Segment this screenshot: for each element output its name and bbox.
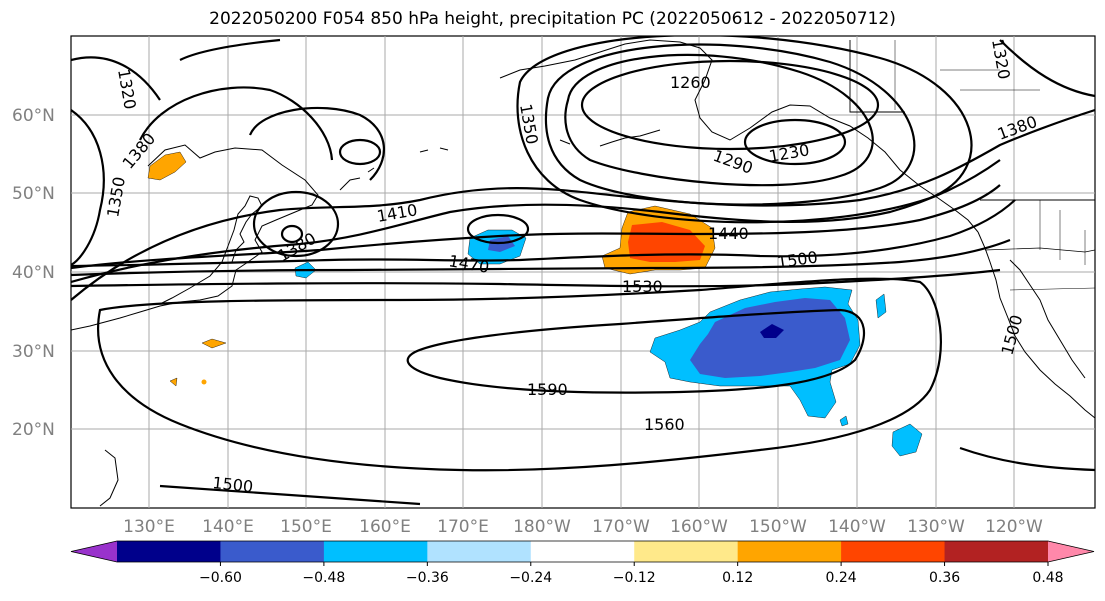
colorbar-tick-label: −0.12: [613, 570, 656, 586]
lat-label: 60°N: [12, 106, 55, 126]
lon-label: 170°E: [437, 517, 489, 537]
coastline-north-america: [977, 231, 1095, 419]
lon-label: 140°E: [202, 517, 254, 537]
lon-label: 150°W: [749, 517, 807, 537]
contour-1260: [580, 59, 880, 151]
colorbar-segment: [220, 541, 325, 562]
lat-label: 40°N: [12, 263, 55, 283]
lon-label: 130°W: [907, 517, 965, 537]
colorbar-segment: [634, 541, 739, 562]
lat-label: 30°N: [12, 342, 55, 362]
contour-label: 1560: [644, 415, 685, 434]
lat-label: 50°N: [12, 184, 55, 204]
contour-1410: [71, 159, 1001, 284]
precip-positive-core: [628, 222, 705, 262]
contour-1560: [97, 277, 942, 472]
colorbar-tick-label: −0.60: [199, 570, 242, 586]
contour-1590: [406, 308, 866, 394]
lon-label: 160°W: [670, 517, 728, 537]
colorbar-segment: [323, 541, 428, 562]
colorbar-outline: [70, 540, 1095, 563]
colorbar-tick-label: −0.48: [302, 570, 345, 586]
colorbar-segment: [944, 541, 1049, 562]
contour-1380: [71, 108, 1095, 301]
colorbar-segment: [530, 541, 635, 562]
colorbar-tick-label: −0.24: [509, 570, 552, 586]
contour-1230: [743, 118, 847, 166]
colorbar-extend-low: [71, 541, 117, 562]
precip-positive-small: [147, 151, 187, 181]
colorbar-segment: [427, 541, 532, 562]
contour-label: 1590: [527, 380, 568, 399]
lon-label: 160°E: [359, 517, 411, 537]
map-title: 2022050200 F054 850 hPa height, precipit…: [209, 9, 896, 29]
colorbar-tick-label: 0.36: [929, 570, 960, 586]
lon-label: 120°W: [985, 517, 1043, 537]
height-contours: [71, 36, 1095, 506]
colorbar-tick-label: 0.48: [1032, 570, 1063, 586]
contour-1380-low: [252, 190, 340, 258]
contour-label: 1530: [622, 277, 663, 296]
lon-label: 140°W: [828, 517, 886, 537]
latitude-labels: 60°N 50°N 40°N 30°N 20°N: [12, 106, 55, 440]
contour-label: 1500: [212, 473, 254, 496]
colorbar-extend-high: [1048, 541, 1094, 562]
lon-label: 130°E: [123, 517, 175, 537]
contour-1440: [71, 184, 1001, 270]
colorbar-segment: [117, 541, 221, 562]
coastline-japan: [159, 195, 263, 305]
coastline-asia: [71, 144, 319, 331]
lon-label: 180°W: [513, 517, 571, 537]
lat-label: 20°N: [12, 420, 55, 440]
colorbar-tick-label: 0.24: [826, 570, 857, 586]
lon-label: 170°W: [592, 517, 650, 537]
contour-1350-pac: [516, 36, 973, 224]
contour-1320: [544, 43, 916, 206]
contour-1500: [71, 238, 1011, 277]
colorbar-tick-label: 0.12: [722, 570, 753, 586]
contour-label: 1440: [708, 224, 749, 243]
contour-label: 1260: [670, 73, 711, 92]
colorbar-segment: [841, 541, 946, 562]
colorbar-tick-label: −0.36: [406, 570, 449, 586]
precip-shading: [147, 151, 923, 457]
longitude-labels: 130°E 140°E 150°E 160°E 170°E 180°W 170°…: [123, 517, 1043, 537]
contour-1470: [71, 199, 1016, 268]
colorbar: −0.60 −0.48 −0.36 −0.24 −0.12 0.12 0.24 0.36 0.4…: [70, 540, 1095, 586]
colorbar-segment: [737, 541, 842, 562]
contour-1500-south: [159, 446, 1095, 506]
coastlines: [71, 39, 1095, 507]
contour-1290: [564, 53, 874, 187]
lon-label: 150°E: [280, 517, 332, 537]
coastline-alaska: [499, 39, 979, 233]
